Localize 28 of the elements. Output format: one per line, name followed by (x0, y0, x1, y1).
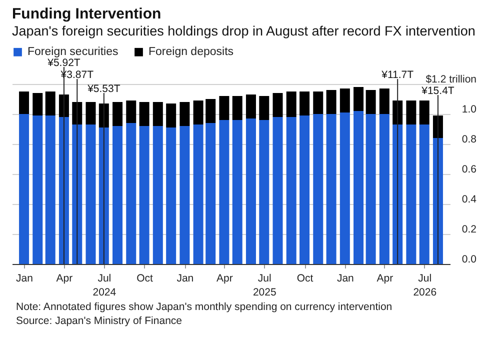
x-tick-label: Oct (136, 272, 154, 284)
x-tick-label: Jul 2026 (413, 272, 437, 298)
x-tick-label: Apr (376, 272, 394, 284)
legend-label: Foreign securities (28, 46, 119, 58)
x-tick-label: Apr (216, 272, 234, 284)
y-tick-label: 0.4 (462, 194, 477, 206)
x-tick-label: Jan (176, 272, 194, 284)
y-tick-label: 0.6 (462, 164, 477, 176)
chart-subtitle: Japan's foreign securities holdings drop in August after record FX intervention (12, 24, 476, 38)
x-tick-label: Oct (296, 272, 314, 284)
y-tick-label: 1.0 (462, 104, 477, 116)
x-tick-label: Apr (56, 272, 74, 284)
ref-line-label: ¥5.53T (86, 83, 121, 95)
text: Note: Annotated figures show Japan's monthly spending on currency intervention (16, 300, 394, 314)
y-tick-label: 0.8 (462, 134, 477, 146)
x-tick-label: Jan (16, 272, 34, 284)
y-tick-label: 0.2 (462, 224, 477, 236)
source-note: Source: Japan's Ministry of Finance (16, 314, 183, 328)
x-tick-label: Jan (336, 272, 354, 284)
x-tick-label: Jul 2024 (92, 272, 116, 298)
ref-line-label: ¥15.4T (420, 85, 455, 97)
ref-line-label: ¥11.7T (380, 69, 414, 81)
chart-title: Funding Intervention (12, 6, 162, 22)
legend-label: Foreign deposits (148, 46, 234, 58)
y-tick-label: 0.0 (462, 254, 477, 266)
x-tick-label: Jul 2025 (252, 272, 276, 298)
ref-line-label: ¥5.92T (46, 57, 81, 69)
y-tick-label: $1.2 trillion (426, 74, 477, 86)
